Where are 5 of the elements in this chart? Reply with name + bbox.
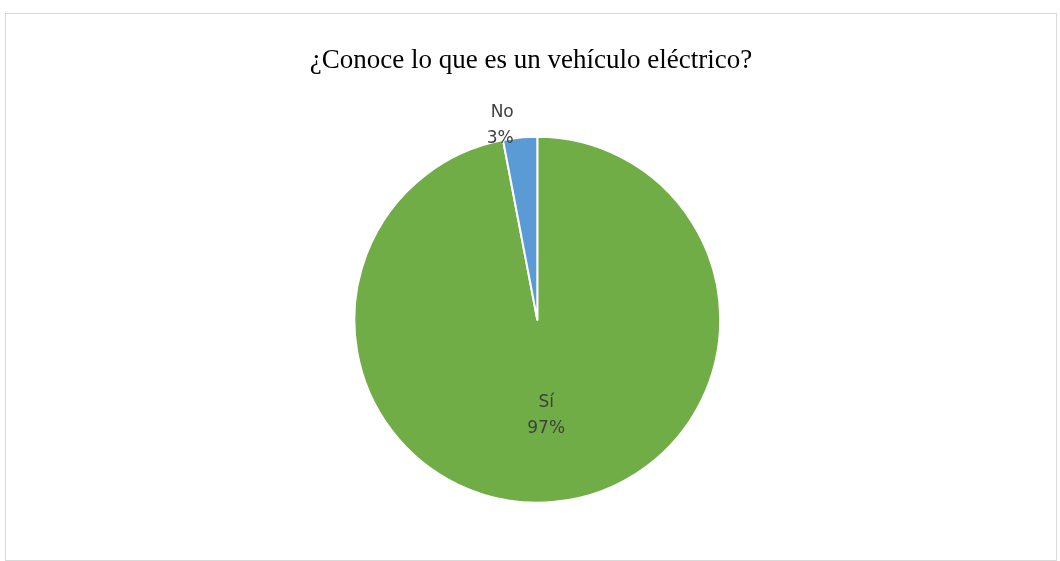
slice-label: No — [490, 100, 514, 121]
slice-label: Sí — [538, 390, 556, 411]
chart-title: ¿Conoce lo que es un vehículo eléctrico? — [309, 43, 753, 74]
data-label: 3% — [486, 126, 514, 147]
data-label: 97% — [527, 416, 566, 437]
